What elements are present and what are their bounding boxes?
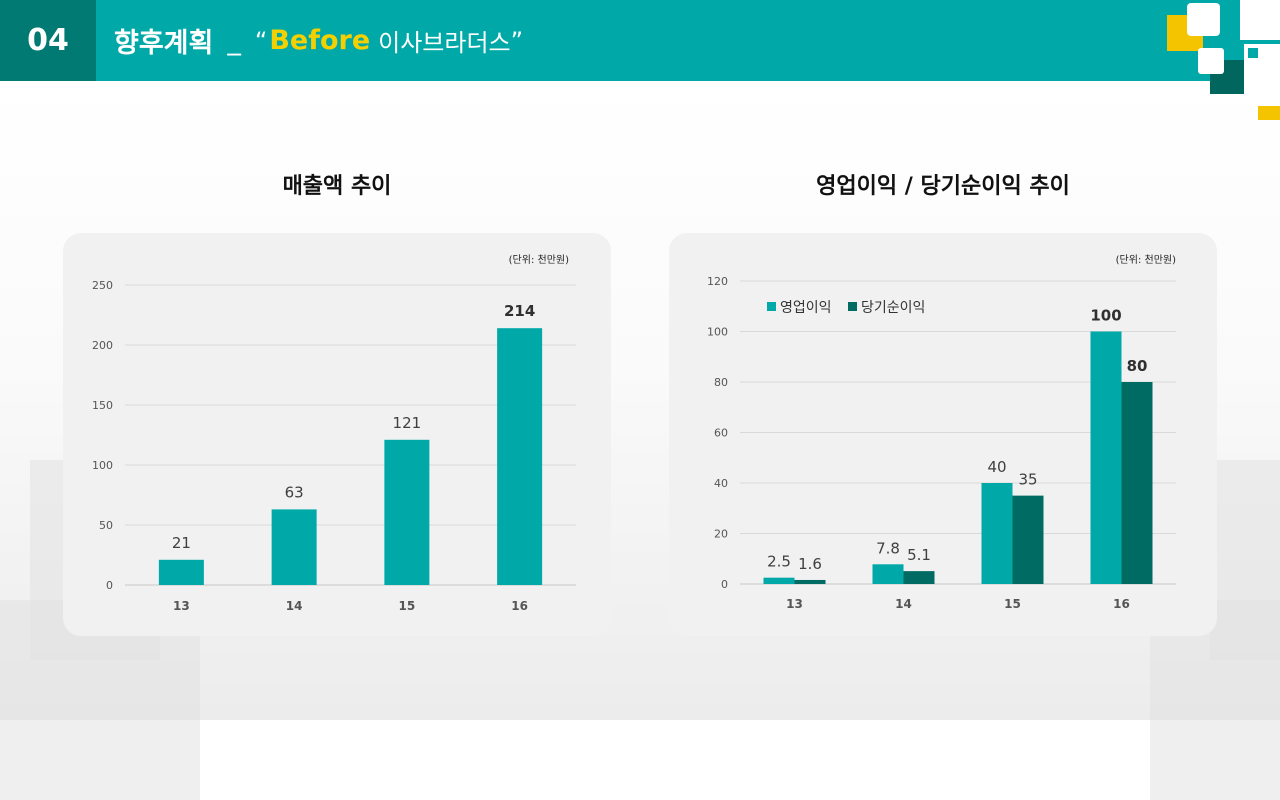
y-tick-label: 150	[92, 399, 113, 412]
header-bar: 04 향후계획 _ “ Before 이사브라더스 ”	[0, 0, 1280, 81]
data-label: 35	[1018, 471, 1037, 489]
quote-close: ”	[510, 26, 524, 55]
quote-open: “	[254, 26, 268, 55]
data-label: 121	[393, 414, 422, 432]
data-label: 1.6	[798, 555, 822, 573]
bar	[1121, 382, 1153, 584]
x-tick-label: 13	[173, 599, 190, 613]
y-tick-label: 0	[106, 579, 113, 592]
title-main: 향후계획	[114, 28, 214, 59]
data-label: 7.8	[876, 539, 900, 557]
profit-chart: 0 20 40 60 80 100 120 (단위: 천만원) 영업이익 당기순이익 2.5 1.6 1…	[707, 253, 1176, 611]
x-tick-label: 15	[399, 599, 416, 613]
data-label: 2.5	[767, 553, 791, 571]
data-label: 63	[285, 483, 304, 501]
y-tick-label: 0	[721, 578, 728, 591]
x-tick-label: 16	[511, 599, 528, 613]
data-label: 80	[1127, 357, 1148, 375]
logo-squares-decoration	[1167, 0, 1280, 120]
legend-swatch	[767, 302, 776, 311]
unit-label: (단위: 천만원)	[509, 253, 569, 266]
data-label: 21	[172, 534, 191, 552]
y-tick-label: 20	[714, 528, 728, 541]
bar	[794, 579, 826, 584]
bar	[903, 571, 935, 584]
data-label: 5.1	[907, 546, 931, 564]
bar	[497, 328, 543, 585]
section-number: 04	[0, 0, 96, 81]
x-tick-label: 15	[1004, 597, 1021, 611]
data-label: 214	[504, 302, 535, 320]
y-tick-label: 100	[707, 326, 728, 339]
y-tick-label: 200	[92, 339, 113, 352]
chart1-title: 매출액 추이	[282, 174, 392, 199]
bar	[1012, 495, 1044, 584]
bar	[872, 564, 904, 584]
data-label: 100	[1090, 307, 1121, 325]
data-label: 40	[987, 458, 1006, 476]
x-tick-label: 14	[895, 597, 912, 611]
title-subtitle: 이사브라더스	[378, 29, 511, 57]
y-tick-label: 60	[714, 427, 728, 440]
legend-swatch	[848, 302, 857, 311]
title-highlight: Before	[269, 25, 371, 56]
chart2-title: 영업이익 / 당기순이익 추이	[816, 174, 1070, 199]
bar	[763, 577, 795, 584]
title-separator: _	[227, 25, 241, 56]
x-tick-label: 14	[286, 599, 303, 613]
y-tick-label: 50	[99, 519, 113, 532]
y-tick-label: 120	[707, 275, 728, 288]
revenue-chart: 0 50 100 150 200 250 (단위: 천만원) 21 13 63 14 121 15 214…	[92, 253, 576, 613]
page-title: 향후계획 _ “ Before 이사브라더스 ”	[114, 0, 523, 81]
y-tick-label: 80	[714, 376, 728, 389]
y-tick-label: 250	[92, 279, 113, 292]
y-tick-label: 40	[714, 477, 728, 490]
x-tick-label: 16	[1113, 597, 1130, 611]
legend-label: 당기순이익	[861, 300, 925, 316]
bar	[981, 483, 1013, 584]
legend-label: 영업이익	[780, 300, 832, 316]
bar	[158, 559, 204, 585]
unit-label: (단위: 천만원)	[1116, 253, 1176, 266]
bar	[271, 509, 317, 585]
x-tick-label: 13	[786, 597, 803, 611]
bar	[384, 439, 430, 585]
bar	[1090, 331, 1122, 584]
y-tick-label: 100	[92, 459, 113, 472]
